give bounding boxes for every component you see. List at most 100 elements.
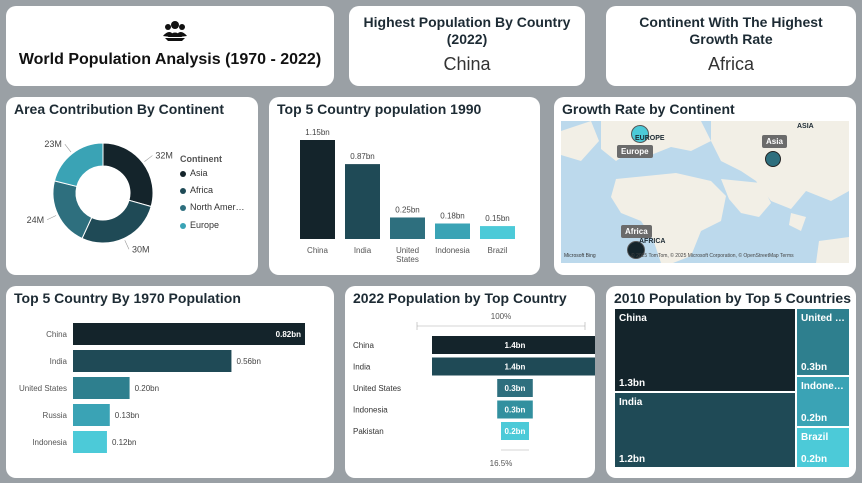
column-bar-india[interactable] [345, 164, 380, 239]
treemap-value-india: 1.2bn [619, 454, 646, 465]
funnel-category-pakistan: Pakistan [353, 427, 384, 436]
column-category-indonesia: Indonesia [435, 246, 470, 255]
funnel-category-india: India [353, 363, 371, 372]
funnel-bottom-percent: 16.5% [490, 459, 513, 468]
treemap-value-china: 1.3bn [619, 378, 646, 389]
donut-label-africa: 30M [132, 244, 150, 254]
top5-1970-card: Top 5 Country By 1970 Population China 0.… [6, 286, 334, 478]
treemap-cell-brazil[interactable]: Brazil 0.2bn [796, 427, 850, 468]
funnel-bar-india[interactable] [432, 357, 595, 376]
top5-1970-chart: China 0.82bn India 0.56bn United States 0.20b… [19, 323, 305, 453]
hbar-russia[interactable] [73, 404, 110, 426]
funnel-value-china: 1.4bn [505, 341, 526, 350]
funnel-category-united-states: United States [353, 384, 401, 393]
growth-map-title: Growth Rate by Continent [562, 101, 735, 117]
column-value-united-states: 0.25bn [395, 205, 419, 214]
hbar-indonesia[interactable] [73, 431, 107, 453]
hbar-value-russia: 0.13bn [115, 411, 139, 420]
treemap-cell-indonesia[interactable]: Indone… 0.2bn [796, 376, 850, 427]
funnel-bar-indonesia[interactable] [497, 400, 533, 419]
funnel-category-china: China [353, 341, 374, 350]
area-contribution-card: Area Contribution By Continent 32M 30M 24M… [6, 97, 258, 275]
legend-dot-africa [180, 187, 186, 194]
legend-item-asia[interactable]: Asia [180, 168, 208, 178]
treemap-cell-united-states[interactable]: United … 0.3bn [796, 308, 850, 376]
column-value-indonesia: 0.18bn [440, 212, 464, 221]
map-region-europe: EUROPE [635, 135, 665, 142]
treemap-name-brazil: Brazil [801, 432, 829, 443]
page-title: World Population Analysis (1970 - 2022) [18, 51, 322, 68]
legend-item-africa[interactable]: Africa [180, 185, 213, 195]
donut-leader-north-america[interactable] [46, 215, 57, 221]
legend-label-africa: Africa [190, 185, 214, 195]
pop2022-title: 2022 Population by Top Country [353, 290, 567, 306]
hbar-value-indonesia: 0.12bn [112, 438, 136, 447]
funnel-bar-pakistan[interactable] [501, 422, 529, 440]
donut-leader-asia[interactable] [144, 155, 153, 162]
treemap-cell-india[interactable]: India 1.2bn [614, 392, 796, 468]
map-provider: Microsoft Bing [564, 253, 596, 259]
top5-1970-title: Top 5 Country By 1970 Population [14, 290, 241, 306]
treemap-value-indonesia: 0.2bn [801, 413, 828, 424]
map-land [561, 121, 849, 263]
legend-item-north-america[interactable]: North Amer… [180, 202, 245, 212]
asia-marker[interactable] [765, 151, 781, 167]
funnel-category-indonesia: Indonesia [353, 406, 388, 415]
area-chart-title: Area Contribution By Continent [14, 101, 224, 117]
hbar-category-united-states: United States [19, 384, 67, 393]
map-region-africa: AFRICA [639, 238, 666, 245]
column-bar-indonesia[interactable] [435, 223, 470, 239]
donut-label-north-america: 24M [27, 215, 45, 225]
column-bar-united-states[interactable] [390, 217, 425, 239]
column-value-brazil: 0.15bn [485, 214, 509, 223]
pop2022-card: 2022 Population by Top Country 100% China… [345, 286, 595, 478]
donut-slice-asia[interactable] [102, 142, 154, 208]
donut-leader-africa[interactable] [124, 240, 130, 250]
hbar-category-china: China [46, 330, 67, 339]
hbar-united-states[interactable] [73, 377, 130, 399]
column-bar-brazil[interactable] [480, 226, 515, 239]
hbar-value-china: 0.82bn [276, 330, 301, 339]
growth-map-card: Growth Rate by Continent Asia Europe Afr… [554, 97, 856, 275]
kpi-growth-title: Continent With The Highest Growth Rate [639, 14, 823, 47]
legend-label-europe: Europe [190, 220, 220, 230]
hbar-category-india: India [50, 357, 68, 366]
hbar-india[interactable] [73, 350, 232, 372]
top5-1990-title: Top 5 Country population 1990 [277, 101, 482, 117]
africa-marker[interactable] [627, 241, 645, 259]
funnel-value-india: 1.4bn [505, 363, 526, 372]
column-bar-china[interactable] [300, 140, 335, 239]
europe-marker[interactable] [631, 125, 649, 143]
legend-item-europe[interactable]: Europe [180, 220, 219, 230]
map-attribution[interactable]: © 2025 TomTom, © 2025 Microsoft Corporat… [631, 253, 794, 259]
funnel-value-pakistan: 0.2bn [505, 427, 526, 436]
funnel-bar-united-states[interactable] [497, 379, 533, 397]
hbar-value-india: 0.56bn [236, 357, 260, 366]
pop2022-funnel-chart: 100% China 1.4bn India 1.4bn United States 0.3… [353, 312, 595, 468]
donut-legend-title: Continent [180, 154, 222, 164]
legend-dot-asia [180, 170, 186, 177]
funnel-value-indonesia: 0.3bn [505, 406, 526, 415]
funnel-bar-china[interactable] [432, 336, 595, 354]
funnel-top-percent: 100% [491, 312, 511, 321]
legend-dot-north-america [180, 204, 186, 211]
donut-slice-north-america[interactable] [52, 180, 93, 240]
column-category-united-states: United [396, 246, 419, 255]
funnel-value-united-states: 0.3bn [505, 384, 526, 393]
donut-label-asia: 32M [155, 151, 173, 161]
map-callout-europe: Europe [617, 145, 653, 158]
hbar-category-russia: Russia [43, 411, 68, 420]
donut-slice-africa[interactable] [81, 199, 152, 244]
header-card: World Population Analysis (1970 - 2022) [6, 6, 334, 86]
treemap-name-indonesia: Indone… [801, 381, 844, 392]
column-category-united-states-line1: States [396, 255, 419, 264]
donut-slice-europe[interactable] [53, 142, 104, 188]
donut-leader-europe[interactable] [64, 143, 72, 153]
treemap-cell-china[interactable]: China 1.3bn [614, 308, 796, 392]
world-map[interactable]: Asia Europe Africa EUROPE ASIA AFRICA Mi… [561, 121, 849, 263]
kpi-growth-value: Africa [707, 54, 754, 74]
kpi-highest-population-card: Highest Population By Country (2022) Chi… [349, 6, 585, 86]
legend-dot-europe [180, 222, 186, 229]
column-value-india: 0.87bn [350, 152, 374, 161]
hbar-china[interactable] [73, 323, 305, 345]
